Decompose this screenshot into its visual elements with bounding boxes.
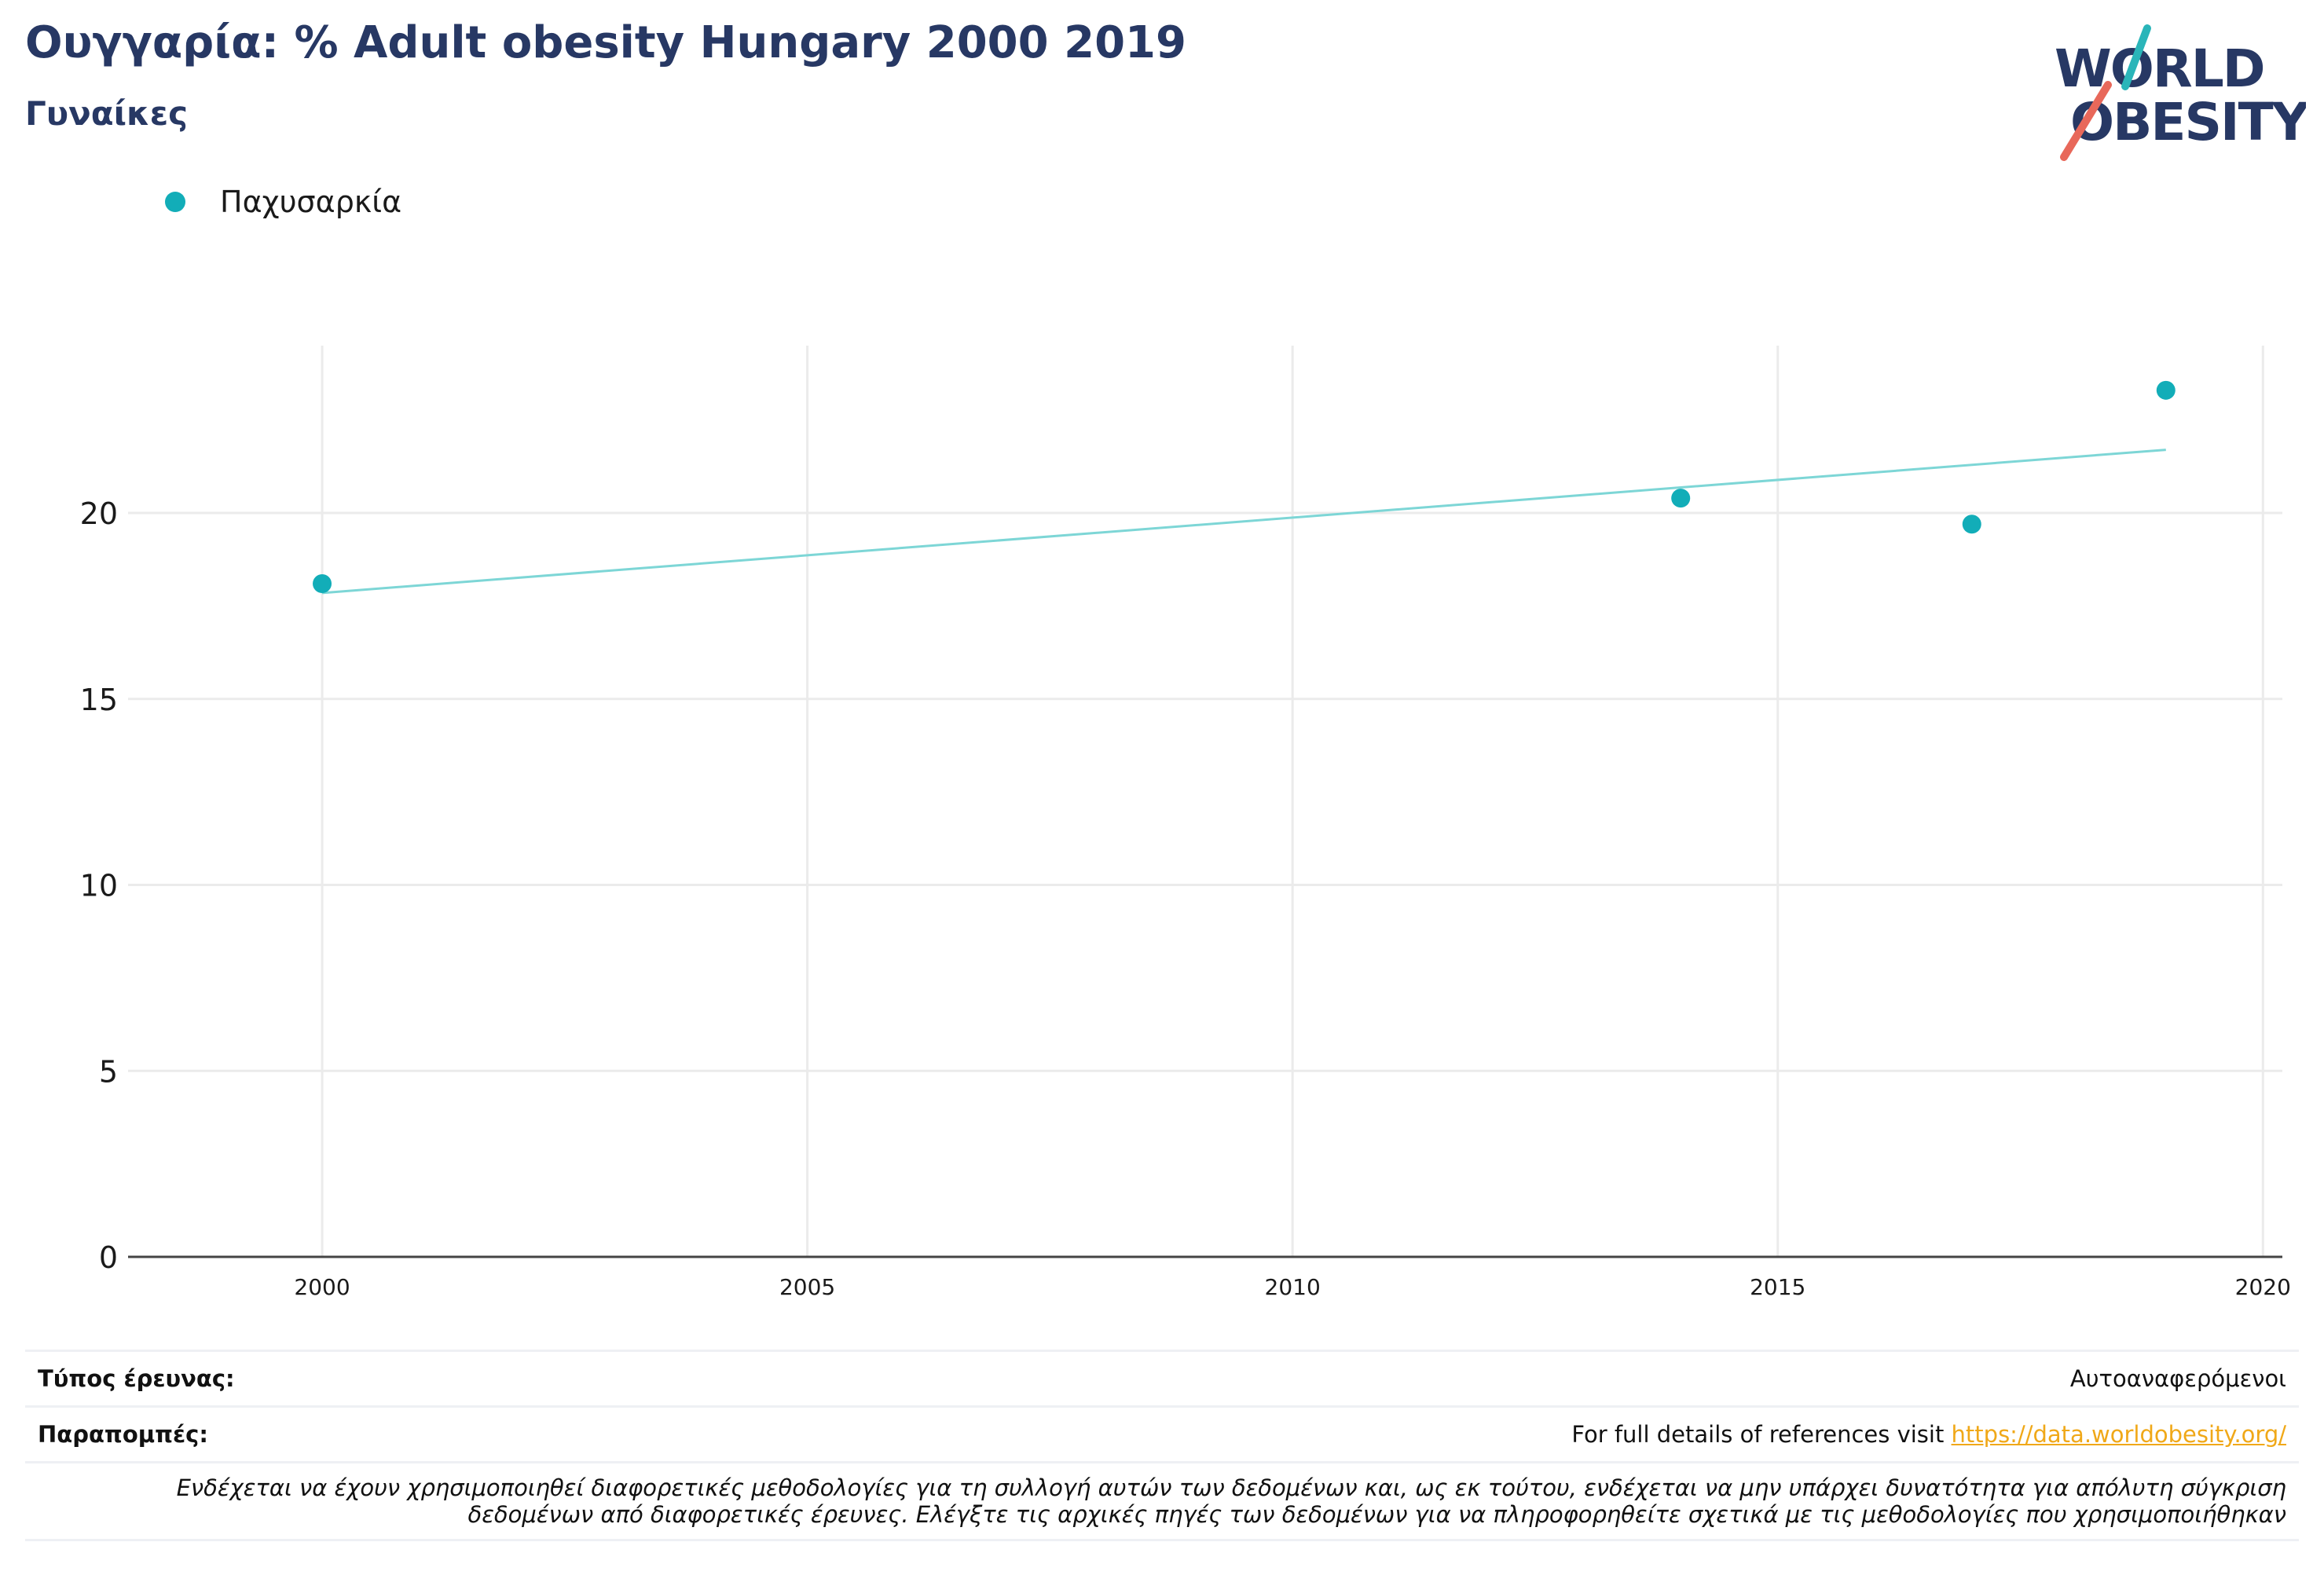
scatter-chart: 0 5 10 15 20 2000 2005 2010 2015 2020 [80,346,2291,1300]
x-tick-label: 2015 [1750,1274,1805,1300]
logo-slash-teal [2121,24,2151,90]
survey-type-label: Τύπος έρευνας: [38,1365,235,1392]
y-tick-label: 5 [99,1054,118,1089]
y-tick-label: 20 [80,496,118,531]
x-tick-label: 2020 [2235,1274,2291,1300]
x-tick-label: 2000 [294,1274,350,1300]
references-label: Παραπομπές: [38,1421,208,1448]
data-point [2156,380,2176,400]
references-link[interactable]: https://data.worldobesity.org/ [1951,1421,2286,1448]
y-tick-label: 0 [99,1240,118,1275]
trend-line-layer [321,449,2166,595]
page-title: Ουγγαρία: % Adult obesity Hungary 2000 2… [25,17,1186,68]
chart-footer: Τύπος έρευνας: Αυτοαναφερόμενοι Παραπομπ… [25,1350,2299,1541]
data-point [1962,515,1981,534]
legend-label: Παχυσαρκία [220,185,402,219]
logo-line-obesity: OBESITY [2070,92,2306,152]
page-subtitle: Γυναίκες [25,94,189,133]
world-obesity-logo: WORLD OBESITY [2055,24,2306,161]
x-tick-label: 2010 [1265,1274,1321,1300]
logo-line-world: WORLD [2055,38,2264,99]
references-value: For full details of references visit htt… [1571,1421,2286,1448]
chart-grid [128,346,2282,1257]
trend-line [321,449,2166,595]
survey-type-value: Αυτοαναφερόμενοι [2069,1365,2286,1392]
x-tick-label: 2005 [779,1274,835,1300]
methodology-note: Ενδέχεται να έχουν χρησιμοποιηθεί διαφορ… [25,1461,2299,1541]
survey-type-row: Τύπος έρευνας: Αυτοαναφερόμενοι [25,1350,2299,1405]
methodology-note-line-2: δεδομένων από διαφορετικές έρευνες. Ελέγ… [467,1501,2286,1528]
legend-marker [165,192,185,212]
y-tick-label: 10 [80,869,118,903]
references-row: Παραπομπές: For full details of referenc… [25,1405,2299,1461]
y-tick-label: 15 [80,683,118,717]
references-text: For full details of references visit [1571,1421,1945,1448]
data-point [313,574,332,594]
chart-legend: Παχυσαρκία [165,182,401,222]
logo-slash-red [2060,81,2112,161]
data-point [1671,489,1691,508]
chart-axes: 0 5 10 15 20 2000 2005 2010 2015 2020 [80,496,2291,1300]
methodology-note-line-1: Ενδέχεται να έχουν χρησιμοποιηθεί διαφορ… [176,1474,2286,1501]
data-points-layer [313,380,2176,594]
